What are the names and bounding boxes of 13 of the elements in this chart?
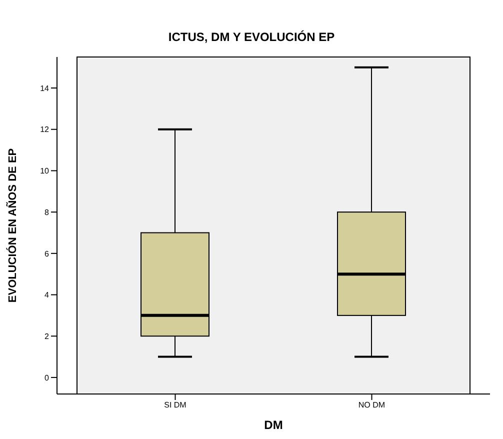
x-tick-label: SI DM bbox=[164, 400, 187, 410]
y-tick-label: 12 bbox=[40, 125, 50, 134]
y-tick-label: 2 bbox=[44, 332, 50, 341]
chart-title: ICTUS, DM Y EVOLUCIÓN EP bbox=[167, 30, 336, 44]
x-axis-title: DM bbox=[264, 418, 283, 432]
x-tick-label: NO DM bbox=[358, 400, 386, 410]
y-tick-label: 6 bbox=[44, 249, 50, 258]
y-tick-label: 14 bbox=[40, 84, 50, 93]
y-tick-label: 4 bbox=[44, 290, 50, 300]
y-axis-title: EVOLUCIÓN EN AÑOS DE EP bbox=[6, 148, 19, 303]
y-tick-label: 0 bbox=[44, 373, 50, 382]
y-tick-label: 8 bbox=[44, 208, 50, 217]
y-tick-label: 10 bbox=[40, 166, 50, 176]
